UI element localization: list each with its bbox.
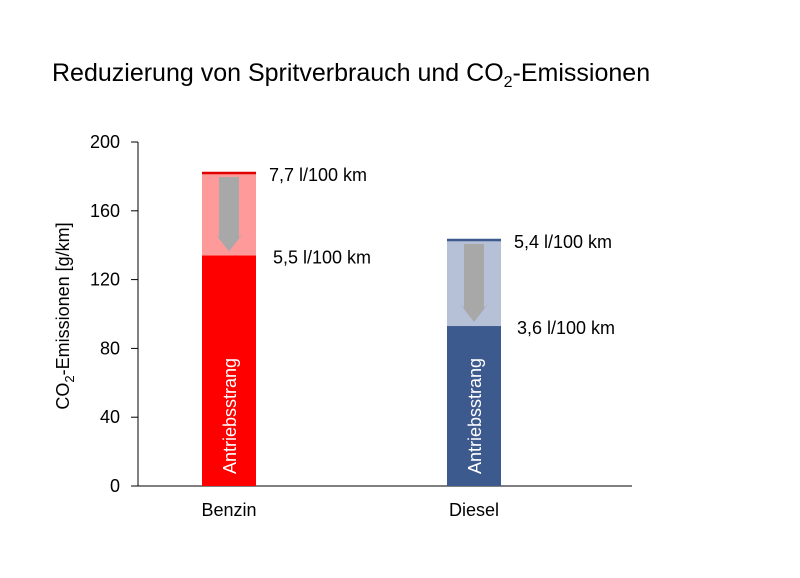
y-axis-label: CO2-Emissionen [g/km]: [53, 222, 77, 409]
y-axis-label-suffix: -Emissionen [g/km]: [53, 222, 73, 375]
y-axis-label-subscript: 2: [62, 375, 77, 382]
bar-series-label: Antriebsstrang: [220, 358, 240, 474]
y-tick-label: 160: [90, 201, 120, 221]
y-tick-label: 80: [100, 338, 120, 358]
chart-title-subscript: 2: [504, 74, 513, 91]
y-tick-label: 40: [100, 407, 120, 427]
annotation-total: 5,4 l/100 km: [514, 232, 612, 252]
annotation-total: 7,7 l/100 km: [269, 165, 367, 185]
bar-series-label: Antriebsstrang: [465, 358, 485, 474]
chart-title: Reduzierung von Spritverbrauch und CO2-E…: [52, 59, 650, 91]
chart-title-prefix: Reduzierung von Spritverbrauch und CO: [52, 59, 504, 87]
x-tick-label: Benzin: [201, 500, 256, 520]
y-axis-label-prefix: CO: [53, 383, 73, 410]
down-arrow-icon: [460, 244, 488, 323]
annotation-base: 5,5 l/100 km: [273, 248, 371, 268]
y-tick-label: 200: [90, 132, 120, 152]
chart-marks: 0 40 80 120 160 200 Antriebsstrang 7,7 l/100 km…: [90, 132, 632, 520]
y-tick-label: 0: [110, 476, 120, 496]
y-tick-label: 120: [90, 270, 120, 290]
chart-title-suffix: -Emissionen: [513, 59, 651, 87]
annotation-base: 3,6 l/100 km: [517, 318, 615, 338]
bar-segment-base: [447, 326, 501, 486]
down-arrow-icon: [215, 176, 243, 252]
x-tick-label: Diesel: [449, 500, 499, 520]
bar-segment-base: [202, 255, 256, 486]
